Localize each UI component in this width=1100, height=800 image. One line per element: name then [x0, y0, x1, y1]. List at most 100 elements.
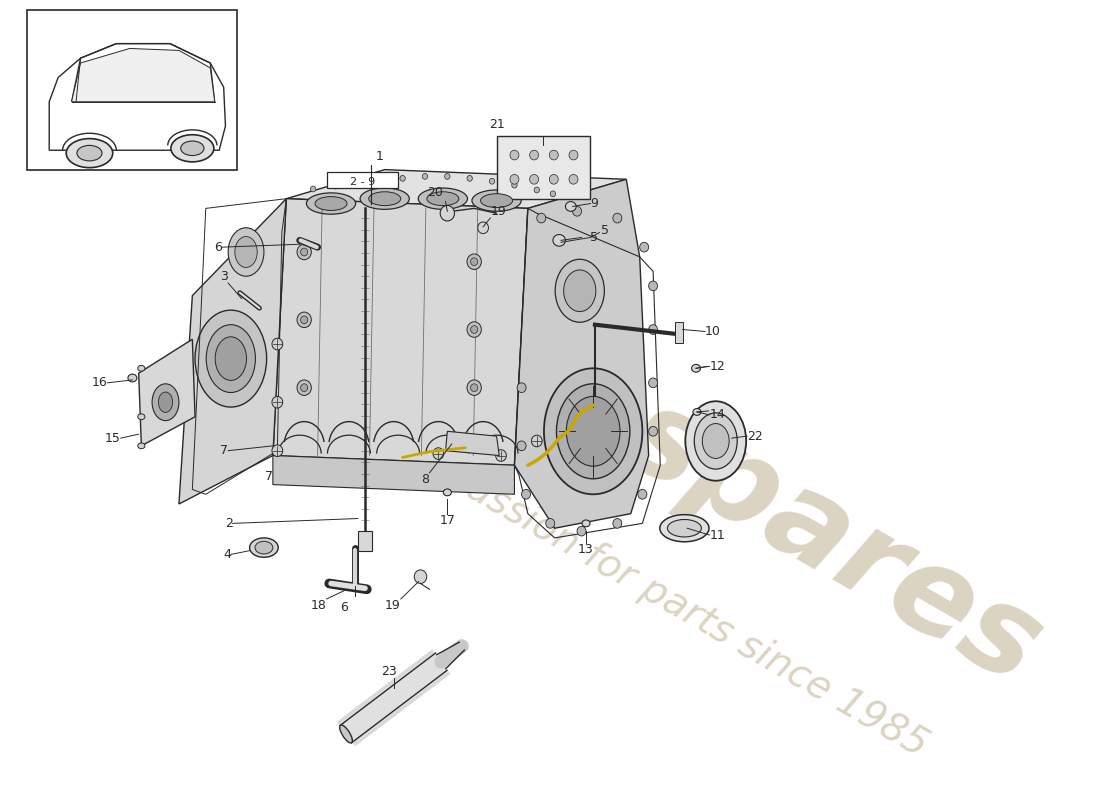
Circle shape: [422, 174, 428, 179]
Text: 11: 11: [710, 529, 725, 542]
Text: 9: 9: [591, 197, 598, 210]
Text: 7: 7: [265, 470, 273, 483]
Ellipse shape: [702, 423, 729, 458]
Circle shape: [529, 150, 539, 160]
Text: 5: 5: [591, 231, 598, 244]
Circle shape: [640, 242, 649, 252]
Circle shape: [471, 384, 477, 391]
Ellipse shape: [472, 190, 521, 211]
Text: 8: 8: [421, 473, 429, 486]
Text: 19: 19: [385, 599, 400, 612]
Ellipse shape: [685, 402, 746, 481]
Text: 12: 12: [710, 360, 725, 373]
Circle shape: [300, 384, 308, 391]
Text: 2 - 9: 2 - 9: [350, 178, 375, 187]
Ellipse shape: [360, 188, 409, 210]
Text: 5: 5: [602, 224, 609, 237]
Circle shape: [333, 183, 338, 189]
Circle shape: [521, 490, 530, 499]
Ellipse shape: [66, 138, 112, 168]
Text: eurospares: eurospares: [334, 222, 1062, 709]
Text: 21: 21: [488, 118, 505, 131]
Ellipse shape: [443, 489, 451, 496]
Text: 7: 7: [220, 444, 228, 457]
Circle shape: [569, 174, 578, 184]
Circle shape: [496, 450, 506, 462]
Circle shape: [531, 435, 542, 447]
Ellipse shape: [557, 384, 630, 478]
Circle shape: [613, 518, 621, 528]
Text: 3: 3: [220, 270, 228, 283]
Circle shape: [468, 175, 472, 182]
Text: a passion for parts since 1985: a passion for parts since 1985: [407, 438, 935, 764]
Circle shape: [377, 178, 383, 183]
Ellipse shape: [582, 520, 590, 526]
Ellipse shape: [553, 234, 565, 246]
Text: 10: 10: [705, 325, 720, 338]
Circle shape: [573, 206, 582, 216]
Text: 1: 1: [376, 150, 384, 163]
Circle shape: [549, 150, 559, 160]
Polygon shape: [273, 455, 515, 494]
Text: 13: 13: [579, 542, 594, 556]
Circle shape: [517, 441, 526, 450]
Ellipse shape: [565, 202, 576, 211]
Text: 20: 20: [427, 186, 443, 198]
Polygon shape: [273, 198, 528, 466]
Bar: [496, 136, 591, 198]
Text: 2: 2: [224, 517, 232, 530]
Polygon shape: [50, 44, 225, 150]
Ellipse shape: [158, 392, 173, 412]
Circle shape: [433, 448, 443, 459]
Text: 15: 15: [104, 431, 121, 445]
Circle shape: [578, 526, 586, 536]
Text: 14: 14: [710, 408, 725, 422]
Circle shape: [440, 206, 454, 221]
Ellipse shape: [235, 237, 257, 267]
Circle shape: [300, 248, 308, 256]
Bar: [26, 10, 238, 170]
Ellipse shape: [315, 197, 346, 210]
Circle shape: [510, 174, 519, 184]
Bar: [675, 322, 683, 343]
Ellipse shape: [340, 725, 352, 743]
Text: 17: 17: [439, 514, 455, 526]
Ellipse shape: [77, 146, 102, 161]
Circle shape: [471, 258, 477, 266]
Circle shape: [300, 316, 308, 324]
Circle shape: [415, 570, 427, 583]
Ellipse shape: [138, 366, 145, 371]
Text: 22: 22: [747, 430, 762, 442]
Circle shape: [400, 175, 405, 182]
Circle shape: [272, 397, 283, 408]
Ellipse shape: [481, 194, 513, 207]
Ellipse shape: [660, 514, 710, 542]
FancyBboxPatch shape: [327, 171, 398, 188]
Ellipse shape: [692, 365, 701, 372]
Ellipse shape: [563, 270, 596, 311]
Circle shape: [272, 445, 283, 457]
Circle shape: [490, 178, 495, 184]
Ellipse shape: [216, 337, 246, 381]
Polygon shape: [139, 339, 195, 446]
Text: 6: 6: [341, 601, 349, 614]
Circle shape: [468, 322, 482, 338]
Ellipse shape: [368, 192, 400, 206]
Circle shape: [613, 214, 621, 223]
Circle shape: [297, 312, 311, 327]
Circle shape: [444, 174, 450, 179]
Circle shape: [649, 426, 658, 436]
Circle shape: [355, 180, 361, 186]
Polygon shape: [72, 49, 214, 102]
Circle shape: [550, 191, 556, 197]
Circle shape: [517, 383, 526, 393]
Ellipse shape: [206, 325, 255, 393]
Circle shape: [638, 490, 647, 499]
Circle shape: [649, 325, 658, 334]
Circle shape: [529, 174, 539, 184]
Circle shape: [649, 378, 658, 388]
Circle shape: [512, 182, 517, 188]
Ellipse shape: [128, 374, 136, 382]
Ellipse shape: [307, 193, 355, 214]
Circle shape: [310, 186, 316, 192]
